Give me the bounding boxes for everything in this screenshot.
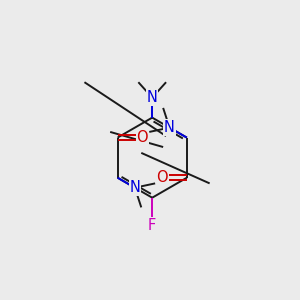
Text: O: O (156, 170, 168, 185)
Text: O: O (136, 130, 148, 145)
Text: N: N (164, 120, 175, 135)
Text: F: F (148, 218, 156, 233)
Text: N: N (147, 90, 158, 105)
Text: N: N (129, 180, 140, 195)
